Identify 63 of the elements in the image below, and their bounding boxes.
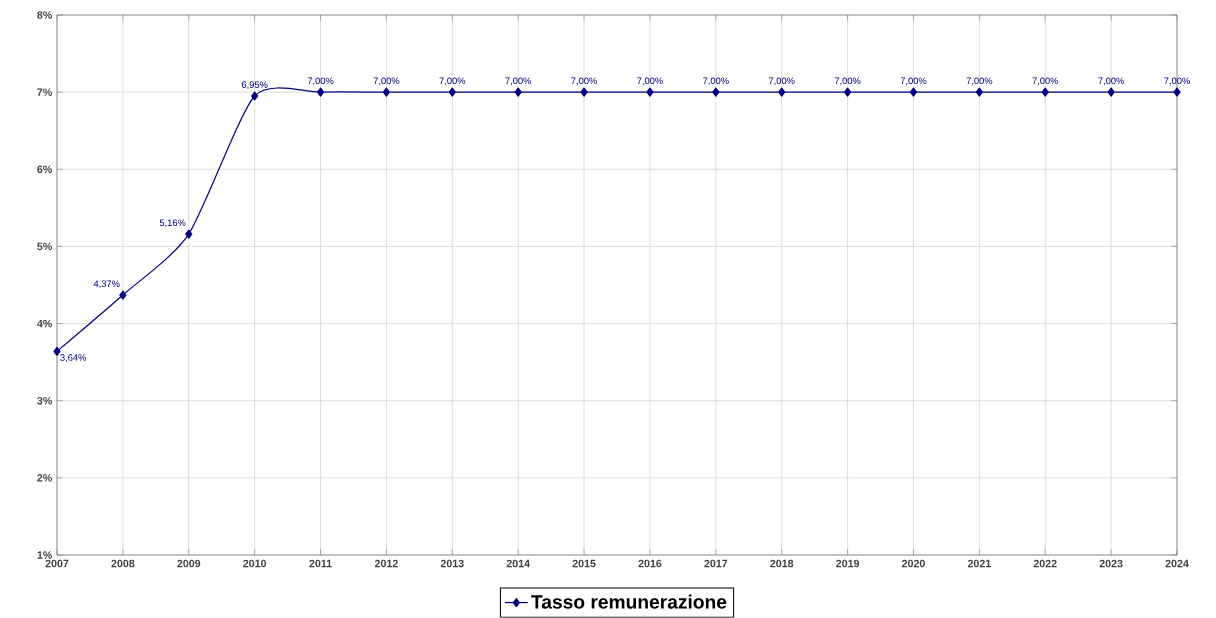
point — [975, 87, 983, 97]
data-label: 7,00% — [571, 77, 597, 86]
x-tick-label: 2022 — [1033, 559, 1057, 568]
point — [316, 87, 325, 97]
data-label: 4,37% — [93, 280, 120, 289]
data-label: 5,16% — [159, 219, 186, 228]
x-tick-label: 2014 — [506, 559, 530, 568]
point — [514, 87, 522, 97]
point — [580, 87, 588, 97]
data-label: 7,00% — [1032, 77, 1059, 86]
x-tick-label: 2011 — [309, 559, 332, 568]
y-tick-label: 8% — [37, 11, 53, 19]
y-tick-label: 7% — [37, 88, 53, 97]
data-label: 7,00% — [1098, 77, 1125, 86]
point — [778, 87, 786, 97]
x-tick-label: 2018 — [770, 559, 794, 568]
point — [1173, 87, 1181, 97]
data-label: 7,00% — [834, 77, 861, 86]
data-label: 7,00% — [768, 77, 795, 86]
data-label: 7,00% — [900, 77, 927, 86]
y-tick-label: 6% — [37, 165, 53, 174]
data-label: 7,00% — [373, 77, 400, 86]
point — [251, 91, 259, 101]
point — [909, 87, 918, 97]
x-tick-label: 2024 — [1165, 559, 1189, 568]
x-tick-label: 2015 — [572, 559, 596, 568]
x-tick-label: 2020 — [901, 559, 925, 568]
x-tick-label: 2019 — [836, 559, 860, 568]
point — [844, 87, 852, 97]
point — [119, 290, 127, 300]
x-tick-label: 2023 — [1099, 559, 1123, 568]
data-label: 7,00% — [307, 77, 334, 86]
x-tick-label: 2007 — [45, 559, 69, 568]
legend-label: Tasso remunerazione — [531, 594, 727, 609]
point — [1041, 87, 1049, 97]
x-tick-label: 2017 — [704, 559, 728, 568]
data-label: 7,00% — [1164, 77, 1190, 86]
data-label: 3,64% — [60, 354, 87, 363]
point — [646, 87, 654, 97]
x-tick-label: 2013 — [440, 559, 464, 568]
x-tick-label: 2010 — [243, 559, 267, 568]
data-label: 7,00% — [966, 77, 993, 86]
data-label: 7,00% — [703, 77, 729, 86]
data-label: 7,00% — [439, 77, 466, 86]
y-tick-label: 3% — [37, 397, 53, 405]
y-tick-label: 4% — [37, 319, 53, 328]
x-tick-label: 2016 — [638, 559, 662, 568]
point — [448, 87, 456, 97]
data-label: 7,00% — [637, 77, 663, 86]
point — [53, 346, 61, 357]
point — [712, 87, 720, 97]
x-tick-label: 2021 — [967, 559, 991, 568]
y-tick-label: 1% — [37, 551, 53, 559]
data-label: 7,00% — [505, 77, 532, 86]
x-tick-label: 2008 — [111, 559, 135, 568]
point — [185, 229, 193, 239]
x-tick-label: 2012 — [374, 559, 398, 568]
data-label: 6,95% — [241, 81, 268, 90]
point — [1107, 87, 1115, 97]
y-tick-label: 5% — [37, 242, 53, 251]
point — [382, 87, 391, 97]
y-tick-label: 2% — [37, 474, 53, 482]
x-tick-label: 2009 — [177, 559, 201, 568]
